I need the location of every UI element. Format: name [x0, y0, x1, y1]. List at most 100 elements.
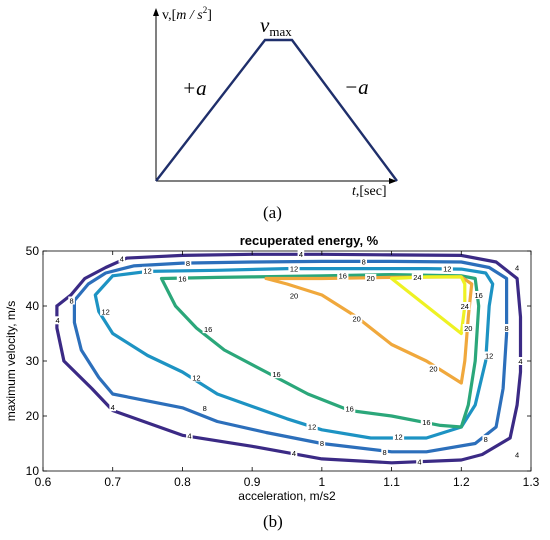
contour-label-8: 8	[186, 259, 190, 268]
x-tick-label: 1.3	[523, 475, 540, 489]
contour-label-bg	[360, 257, 367, 266]
y-tick-label: 30	[26, 354, 40, 368]
x-tick-label: 0.8	[174, 475, 191, 489]
contour-label-bg	[176, 274, 188, 283]
contour-label-8: 8	[320, 439, 324, 448]
contour-label-bg	[392, 432, 405, 441]
contour-label-12: 12	[102, 307, 110, 316]
contour-label-bg	[190, 373, 202, 382]
horizontal-axis-arrowhead	[389, 178, 397, 184]
contour-label-16: 16	[475, 291, 483, 300]
contour-line-8	[72, 259, 509, 454]
x-tick-label: 1.1	[383, 475, 400, 489]
contour-label-bg	[351, 314, 363, 323]
contour-label-4: 4	[515, 263, 519, 272]
contour-label-20: 20	[290, 291, 298, 300]
contour-label-12: 12	[290, 264, 298, 273]
contour-label-bg	[381, 448, 388, 457]
contour-label-bg	[416, 457, 423, 466]
contour-label-bg	[290, 449, 298, 458]
contour-label-bg	[473, 291, 485, 299]
contour-label-bg	[68, 296, 75, 305]
contour-line-24	[390, 275, 467, 336]
contour-label-bg	[420, 418, 432, 427]
contour-label-bg	[483, 351, 495, 360]
vmax-label: vmax	[260, 13, 292, 39]
deceleration-label: −a	[344, 75, 369, 99]
y-axis-label: maximum velocity, m/s	[4, 301, 18, 421]
contour-line-12	[93, 267, 495, 440]
contour-label-20: 20	[367, 274, 375, 283]
panel-a-diagram: v,[m / s2] vmax +a −a t,[sec]	[153, 5, 398, 199]
contour-label-bg	[54, 316, 61, 325]
contour-label-16: 16	[204, 325, 212, 334]
contour-label-20: 20	[353, 314, 361, 323]
x-tick-label: 1	[319, 475, 326, 489]
x-axis-ticks: 0.6 0.7 0.8 0.9 1 1.1 1.2 1.3	[35, 251, 540, 489]
x-tick-label: 0.6	[35, 475, 52, 489]
contour-label-8: 8	[203, 404, 207, 413]
contour-label-12: 12	[192, 373, 200, 382]
contour-label-8: 8	[362, 257, 366, 266]
panel-a-label: (a)	[263, 203, 282, 222]
contour-label-bg	[427, 364, 439, 373]
contour-label-4: 4	[187, 432, 191, 441]
contour-label-bg	[513, 263, 521, 272]
contour-label-bg	[184, 259, 192, 268]
contour-label-24: 24	[461, 302, 469, 311]
time-axis-label: t,[sec]	[352, 184, 387, 199]
contour-label-bg	[288, 291, 300, 300]
contour-label-8: 8	[70, 296, 74, 305]
panel-b-label: (b)	[263, 512, 283, 531]
contour-label-bg	[459, 302, 471, 310]
contour-label-bg	[201, 404, 208, 413]
velocity-profile-axes	[153, 8, 397, 184]
contour-label-4: 4	[515, 450, 519, 459]
contour-label-bg	[337, 271, 349, 280]
trapezoidal-velocity-profile	[155, 38, 398, 182]
contour-label-bg	[297, 250, 305, 259]
contour-label-bg	[344, 404, 356, 413]
contour-label-8: 8	[383, 448, 387, 457]
contour-label-20: 20	[429, 365, 437, 374]
contour-label-16: 16	[178, 274, 186, 283]
contour-label-4: 4	[292, 449, 296, 458]
contour-label-16: 16	[346, 405, 354, 414]
chart-title: recuperated energy, %	[240, 233, 379, 248]
x-tick-label: 0.9	[244, 475, 261, 489]
y-tick-label: 50	[26, 244, 40, 258]
contour-label-4: 4	[518, 357, 522, 366]
acceleration-label: +a	[182, 76, 207, 100]
contour-label-12: 12	[485, 351, 493, 360]
contour-label-bg	[517, 357, 524, 365]
vertical-axis-arrowhead	[153, 8, 159, 16]
velocity-axis-label: v,[m / s2]	[162, 5, 212, 23]
contour-label-16: 16	[422, 418, 430, 427]
y-tick-label: 10	[26, 464, 40, 478]
contour-label-4: 4	[299, 250, 303, 259]
contour-label-4: 4	[120, 255, 124, 264]
contour-label-12: 12	[308, 422, 316, 431]
contour-label-12: 12	[394, 433, 402, 442]
contour-label-16: 16	[339, 272, 347, 281]
y-tick-label: 20	[26, 409, 40, 423]
contour-label-4: 4	[111, 403, 115, 412]
contour-label-8: 8	[484, 435, 488, 444]
contour-label-bg	[503, 324, 510, 332]
plot-area	[42, 250, 532, 472]
contour-label-bg	[306, 422, 318, 431]
contour-label-4: 4	[56, 316, 60, 325]
contour-label-8: 8	[505, 324, 509, 333]
contour-label-12: 12	[443, 264, 451, 273]
contour-lines	[55, 252, 523, 465]
y-tick-label: 40	[26, 299, 40, 313]
x-tick-label: 0.7	[104, 475, 121, 489]
contour-label-bg	[288, 264, 300, 273]
contour-label-12: 12	[143, 267, 151, 276]
contour-label-bg	[109, 403, 116, 412]
y-axis-ticks: 10 20 30 40 50	[26, 244, 531, 478]
panel-b-contour-chart: recuperated energy, % 4 4 4 4 4 4 4 4 4 4 8 8 8 8 8 8 8 8…	[4, 233, 540, 503]
contour-label-bg	[365, 273, 377, 282]
contour-label-bg	[411, 273, 423, 282]
